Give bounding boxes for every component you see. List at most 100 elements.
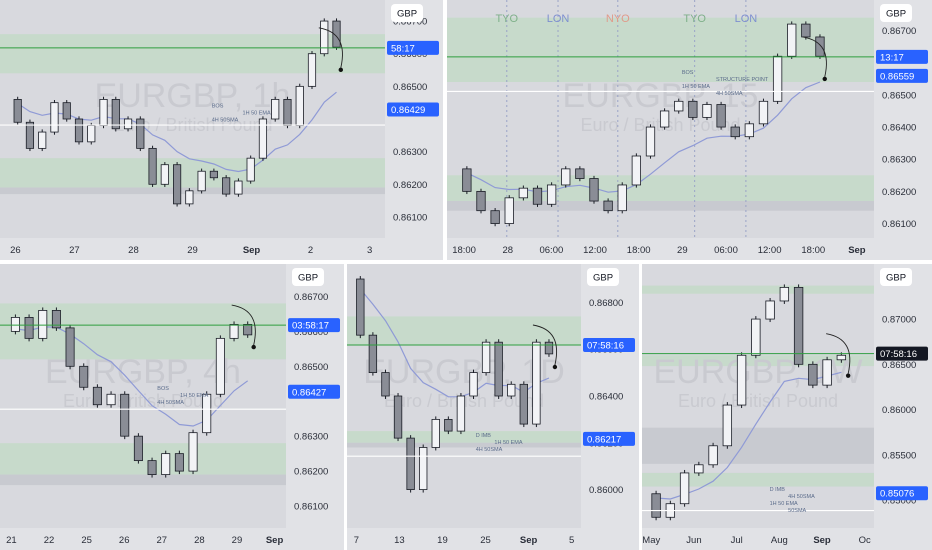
price-badge-label: 03:58:17 <box>292 321 329 332</box>
candle-body <box>229 323 239 339</box>
time-axis <box>347 528 639 550</box>
x-tick-label: 25 <box>480 535 491 546</box>
x-tick-label: 26 <box>10 245 21 256</box>
candle-body <box>651 493 661 518</box>
chart-pane-eurgbp-15m[interactable]: EURGBP, 15 Euro / British Pound TYO LON NYO T… <box>447 0 932 260</box>
candle-body <box>148 147 157 185</box>
currency-box <box>292 268 324 286</box>
y-tick-label: 0.86100 <box>882 219 916 230</box>
y-tick-label: 0.86500 <box>393 82 427 93</box>
candle-body <box>222 177 231 195</box>
price-badge-label: 07:58:16 <box>587 340 624 351</box>
candle-body <box>779 286 790 302</box>
candle-body <box>603 200 613 212</box>
candle-body <box>10 317 20 332</box>
candle-body <box>456 395 466 432</box>
x-tick-label: Aug <box>771 535 788 546</box>
candle-body <box>246 157 255 182</box>
chart-annotation: 4H 50SMA <box>157 400 184 406</box>
price-badge <box>876 68 928 83</box>
projection-arrow <box>318 27 343 68</box>
candle-body <box>197 170 206 192</box>
chart-annotation: 1H 50 EMA <box>770 501 798 507</box>
x-tick-label: 28 <box>128 245 139 256</box>
candle-body <box>575 168 585 179</box>
chart-pane-eurgbp-1h[interactable]: EURGBP, 1h Euro / British Pound BOS 1H 50 E… <box>0 0 443 260</box>
watermark-symbol: EURGBP, 15 <box>563 77 759 115</box>
candle-body <box>356 278 365 336</box>
x-tick-label: 3 <box>367 245 372 256</box>
y-tick-label: 0.86100 <box>294 502 328 513</box>
candle-body <box>368 334 378 374</box>
x-tick-label: 18:00 <box>627 245 651 256</box>
y-tick-label: 0.86700 <box>294 292 328 303</box>
candle-body <box>481 341 491 374</box>
price-axis <box>581 264 639 550</box>
candle-body <box>507 383 516 397</box>
y-tick-label: 0.85500 <box>882 450 916 461</box>
session-label: TYO <box>683 13 706 25</box>
x-tick-label: 25 <box>81 535 92 546</box>
price-zone <box>447 175 874 202</box>
x-tick-label: 12:00 <box>758 245 782 256</box>
x-tick-label: Sep <box>520 535 538 546</box>
candle-body <box>332 20 341 48</box>
price-badge <box>387 102 439 117</box>
candle-body <box>751 318 761 356</box>
candle-body <box>202 393 212 434</box>
chart-annotation: D IMB <box>770 487 786 493</box>
candle-body <box>544 341 554 355</box>
watermark-name: Euro / British Pound <box>63 391 223 411</box>
time-axis <box>447 238 932 260</box>
y-tick-label: 0.86600 <box>294 327 328 338</box>
candle-body <box>708 445 718 466</box>
price-zone <box>642 427 874 464</box>
price-axis <box>874 0 932 260</box>
projection-arrow <box>802 36 827 78</box>
watermark-symbol: EURGBP, 1h <box>95 77 291 115</box>
y-tick-label: 0.86200 <box>882 187 916 198</box>
price-badge <box>876 486 928 501</box>
currency-box <box>880 4 912 22</box>
candle-body <box>444 418 453 432</box>
y-tick-label: 0.86200 <box>393 180 427 191</box>
watermark-symbol: EURGBP, 1D <box>363 353 565 391</box>
x-tick-label: Sep <box>243 245 261 256</box>
chart-pane-eurgbp-4h[interactable]: EURGBP, 4h Euro / British Pound BOS 1H 50 E… <box>0 264 344 550</box>
chart-annotation: 50SMA <box>788 508 806 514</box>
candle-body <box>793 286 804 365</box>
price-badge-label: 0.86429 <box>391 105 425 116</box>
session-label: TYO <box>495 13 518 25</box>
candle-body <box>307 53 317 87</box>
projection-arrow <box>231 304 256 346</box>
price-badge <box>583 337 635 352</box>
candle-body <box>174 453 184 472</box>
y-tick-label: 0.86800 <box>589 298 623 309</box>
y-tick-label: 0.86300 <box>393 147 427 158</box>
time-axis <box>0 238 443 260</box>
candle-body <box>589 178 599 202</box>
chart-annotation: 1H 50 EMA <box>180 393 208 399</box>
price-badge <box>387 40 439 55</box>
candle-body <box>271 99 280 120</box>
y-tick-label: 0.86300 <box>294 432 328 443</box>
x-tick-label: 7 <box>354 535 359 546</box>
candle-body <box>546 184 557 205</box>
x-tick-label: 18:00 <box>801 245 825 256</box>
price-zone <box>0 158 385 188</box>
price-zone <box>347 431 581 443</box>
x-tick-label: May <box>642 535 660 546</box>
y-tick-label: 0.86100 <box>393 212 427 223</box>
chart-pane-eurgbp-1w[interactable]: EURGBP, 1W Euro / British Pound D IMB 4H 50… <box>642 264 932 550</box>
candle-body <box>532 187 543 205</box>
x-tick-label: 26 <box>119 535 130 546</box>
x-tick-label: 5 <box>569 535 574 546</box>
chart-annotation: D IMB <box>476 433 492 439</box>
y-tick-label: 0.86700 <box>393 17 427 28</box>
watermark-name: Euro / British Pound <box>678 391 838 411</box>
